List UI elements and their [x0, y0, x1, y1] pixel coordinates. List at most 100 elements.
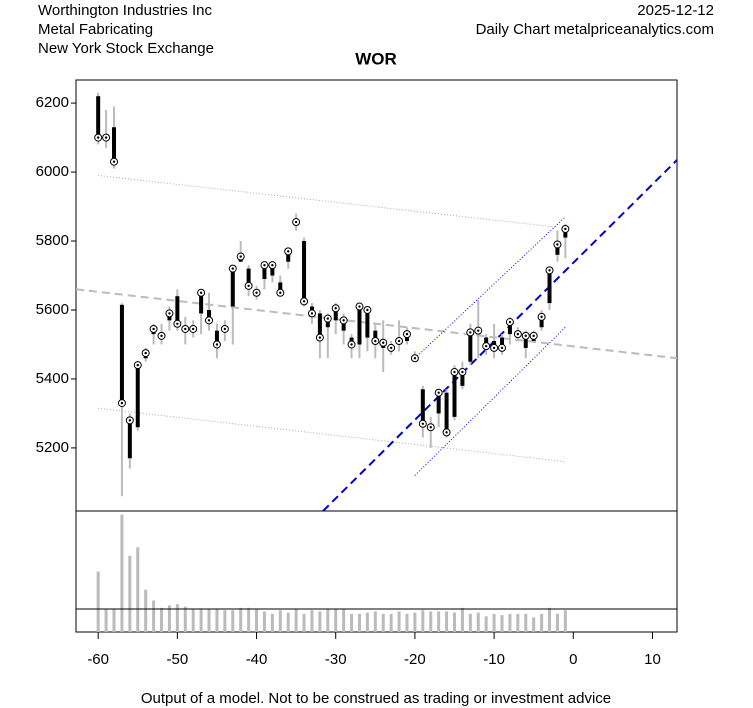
y-tick-label: 6200: [36, 94, 69, 111]
candle-body: [444, 392, 449, 433]
volume-bar: [452, 612, 456, 632]
candle-body: [127, 420, 132, 459]
close-dot: [239, 255, 242, 258]
close-dot: [500, 346, 504, 350]
trend-line: [98, 407, 566, 463]
volume-bar: [405, 613, 409, 632]
candle-body: [270, 265, 275, 276]
volume-bar: [183, 606, 187, 632]
volume-bar: [532, 617, 536, 632]
y-tick-label: 5800: [36, 232, 69, 249]
volume-bar: [128, 555, 132, 632]
candle-body: [230, 268, 235, 307]
close-dot: [263, 263, 266, 267]
trend-line: [98, 175, 558, 228]
close-dot: [484, 344, 488, 348]
close-dot: [287, 250, 290, 253]
exchange: New York Stock Exchange: [38, 40, 214, 57]
close-dot: [104, 136, 108, 139]
candle-body: [500, 337, 505, 348]
candle-body: [507, 322, 512, 335]
y-tick-label: 5600: [36, 301, 69, 318]
close-dot: [120, 401, 124, 405]
volume-bar: [381, 613, 385, 632]
close-dot: [334, 307, 337, 310]
close-dot: [413, 357, 417, 360]
x-tick-label: 10: [644, 651, 661, 668]
candle-body: [199, 292, 204, 314]
volume-bar: [104, 609, 108, 632]
volume-bar: [342, 609, 346, 632]
volume-bar: [413, 612, 417, 632]
y-tick-label: 5400: [36, 370, 69, 387]
volume-bar: [492, 613, 496, 632]
volume-bar: [318, 611, 322, 632]
trend-line: [322, 159, 677, 511]
volume-bar: [247, 607, 251, 632]
volume-bar: [270, 613, 274, 632]
close-dot: [271, 263, 274, 267]
close-dot: [310, 312, 314, 315]
candle-body: [333, 308, 338, 321]
close-dot: [191, 327, 195, 331]
close-dot: [255, 291, 258, 294]
candle-body: [452, 372, 457, 417]
candle-body: [325, 318, 330, 328]
close-dot: [231, 267, 234, 270]
close-dot: [477, 329, 480, 332]
close-dot: [279, 291, 282, 294]
close-dot: [366, 308, 369, 312]
candle-body: [317, 313, 322, 338]
close-dot: [326, 317, 330, 320]
trend-line: [76, 288, 677, 360]
volume-bar: [468, 613, 472, 632]
volume-bar: [421, 610, 425, 632]
candle-body: [112, 127, 117, 162]
close-dot: [136, 363, 139, 367]
x-tick-label: -30: [325, 651, 347, 668]
x-tick-label: -10: [483, 651, 505, 668]
volume-bar: [516, 613, 520, 632]
volume-bar: [144, 589, 148, 632]
volume-bar: [429, 611, 433, 632]
volume-bar: [167, 605, 171, 632]
volume-bar: [437, 611, 441, 632]
volume-bar: [476, 612, 480, 632]
close-dot: [492, 346, 496, 350]
close-dot: [437, 391, 440, 394]
date: 2025-12-12: [637, 2, 714, 19]
candle-body: [436, 392, 441, 414]
candle-body: [539, 316, 544, 328]
close-dot: [540, 315, 543, 319]
volume-bar: [548, 607, 552, 632]
candle-body: [119, 304, 124, 404]
close-dot: [445, 431, 448, 434]
close-dot: [152, 327, 155, 331]
volume-bar: [112, 609, 116, 632]
candle-body: [523, 335, 528, 348]
volume-bar: [310, 610, 314, 632]
volume-bar: [286, 612, 290, 632]
volume-bar: [278, 610, 282, 632]
volume-bar: [484, 616, 488, 632]
volume-bar: [152, 600, 156, 632]
volume-bar: [460, 607, 464, 632]
volume-bar: [255, 609, 259, 632]
close-dot: [96, 136, 100, 139]
close-dot: [223, 327, 227, 331]
close-dot: [453, 370, 456, 374]
chart-title: WOR: [355, 49, 397, 68]
volume-bar: [262, 611, 266, 632]
x-tick-label: -40: [246, 651, 268, 668]
volume-bar: [239, 607, 243, 632]
close-dot: [548, 269, 551, 272]
source: Daily Chart metalpriceanalytics.com: [476, 21, 714, 38]
footer: Output of a model. Not to be construed a…: [141, 690, 611, 707]
close-dot: [184, 327, 187, 331]
close-dot: [405, 332, 409, 336]
volume-bar: [445, 611, 449, 632]
x-tick-label: -20: [404, 651, 426, 668]
volume-bar: [357, 613, 361, 632]
candle-body: [278, 282, 283, 293]
candle-body: [365, 309, 370, 338]
